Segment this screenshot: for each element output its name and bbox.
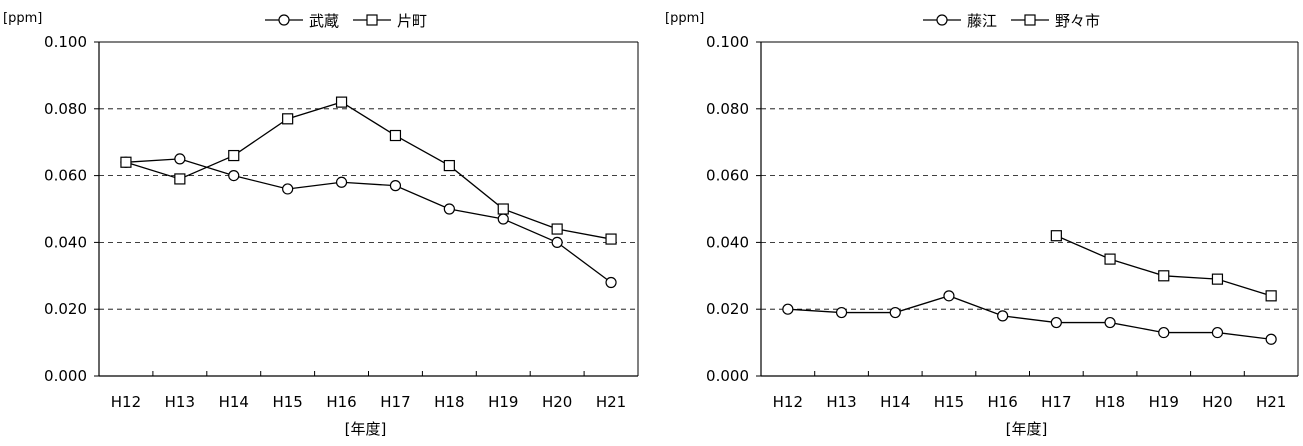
data-point [1050,230,1062,242]
x-tick-label: H15 [272,393,302,411]
data-point [943,290,955,302]
data-point [228,170,240,182]
data-point [174,153,186,165]
x-tick-label: H16 [987,393,1017,411]
data-point [1050,316,1062,329]
data-point [282,113,294,125]
x-tick-label: H12 [773,393,803,411]
data-point [443,159,455,172]
y-axis-unit: [ppm] [665,11,704,26]
legend: 藤江 野々市 [923,12,1100,30]
x-axis-label: [年度] [1006,420,1048,438]
x-tick-label: H20 [542,393,572,411]
legend-marker [278,14,290,26]
legend: 武蔵 片町 [265,12,427,30]
series-line [787,295,1272,340]
y-tick-label: 0.080 [706,100,749,118]
y-tick-label: 0.020 [44,300,87,318]
legend-marker [1024,14,1036,26]
y-tick-label: 0.080 [44,100,87,118]
legend-label: 武蔵 [309,12,339,30]
y-tick-label: 0.060 [706,167,749,185]
x-tick-label: H13 [165,393,195,411]
x-tick-label: H21 [596,393,626,411]
legend-label: 野々市 [1055,12,1100,30]
x-tick-label: H16 [326,393,356,411]
data-point [335,176,348,188]
series-野々市 [1050,230,1277,302]
x-tick-label: H17 [380,393,410,411]
legend-label: 藤江 [967,12,997,30]
data-point [997,310,1009,322]
data-point [551,223,563,235]
x-tick-label: H18 [1095,393,1125,411]
data-point [835,306,848,319]
y-tick-label: 0.000 [706,367,749,385]
legend-marker [936,14,948,26]
y-tick-label: 0.020 [706,300,749,318]
data-point [335,96,348,108]
x-tick-label: H12 [111,393,141,411]
data-point [282,183,294,195]
series-藤江 [782,290,1277,345]
x-axis-label: [年度] [345,420,387,438]
x-tick-label: H21 [1256,393,1286,411]
data-point [120,156,132,168]
y-tick-label: 0.100 [44,33,87,51]
data-point [443,203,455,215]
series-line [125,101,612,240]
series-片町 [120,96,617,245]
y-tick-labels: 0.000 0.020 0.040 0.060 0.080 0.100 [706,33,761,385]
y-tick-label: 0.100 [706,33,749,51]
data-point [1265,290,1277,302]
data-point [782,303,794,315]
data-point [551,236,563,248]
y-tick-label: 0.000 [44,367,87,385]
legend-marker [366,14,378,26]
data-point [1104,316,1116,329]
data-point [1265,333,1277,345]
y-axis-unit: [ppm] [3,11,42,26]
y-tick-labels: 0.000 0.020 0.040 0.060 0.080 0.100 [44,33,99,385]
data-point [605,276,617,289]
data-point [1104,253,1116,265]
x-tick-label: H15 [934,393,964,411]
x-tick-label: H19 [488,393,518,411]
series-line [125,158,612,284]
data-point [1211,273,1224,285]
data-point [228,149,240,162]
data-point [889,306,901,319]
legend-label: 片町 [397,12,427,30]
data-point [389,180,402,192]
data-point [1158,326,1170,339]
x-tick-labels: H12 H13 H14 H15 H16 H17 H18 H19 H20 H21 [111,371,626,411]
x-tick-label: H14 [880,393,910,411]
x-tick-label: H20 [1202,393,1232,411]
x-tick-labels: H12 H13 H14 H15 H16 H17 H18 H19 H20 H21 [773,371,1286,411]
data-point [497,203,509,215]
x-tick-label: H18 [434,393,464,411]
x-tick-label: H19 [1149,393,1179,411]
data-point [605,233,617,245]
x-tick-label: H13 [826,393,856,411]
data-point [389,129,402,142]
series-line [1056,235,1272,297]
x-tick-label: H14 [219,393,249,411]
gridlines [99,108,638,310]
x-tick-label: H17 [1041,393,1071,411]
data-point [497,213,509,225]
y-tick-label: 0.040 [706,233,749,251]
data-point [174,173,186,185]
y-tick-label: 0.060 [44,167,87,185]
y-tick-label: 0.040 [44,233,87,251]
data-point [1211,326,1224,339]
data-point [1158,270,1170,282]
series-武蔵 [120,153,617,289]
